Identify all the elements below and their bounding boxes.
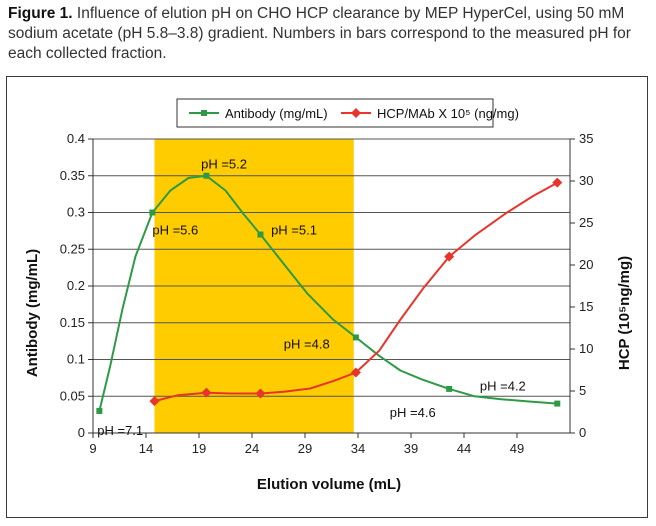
hcp-point <box>149 396 160 407</box>
y-tick-label: 0.25 <box>60 241 85 256</box>
x-tick-label: 9 <box>89 441 96 456</box>
figure-label: Figure 1. <box>8 5 73 22</box>
y-tick-label: 0.2 <box>67 278 85 293</box>
x-tick-label: 14 <box>139 441 153 456</box>
y2-axis-title: HCP (10⁵ng/mg) <box>616 256 633 370</box>
figure-caption: Figure 1. Influence of elution pH on CHO… <box>8 4 648 64</box>
hcp-point <box>444 251 455 262</box>
y-axis-title: Antibody (mg/mL) <box>24 249 41 377</box>
y-tick-label: 0.4 <box>67 131 85 146</box>
legend-hcp-marker <box>351 108 361 118</box>
antibody-point <box>352 334 359 341</box>
series-line-0 <box>98 174 558 412</box>
y-tick-label: 0.15 <box>60 315 85 330</box>
x-tick-label: 29 <box>298 441 312 456</box>
y-tick-label: 0.3 <box>67 205 85 220</box>
figure-caption-text: Influence of elution pH on CHO HCP clear… <box>8 5 631 62</box>
hcp-point <box>201 387 212 398</box>
ph-annotation: pH =5.1 <box>271 223 317 238</box>
y2-tick-label: 20 <box>579 257 593 272</box>
antibody-point <box>257 231 264 238</box>
x-tick-label: 19 <box>192 441 206 456</box>
y2-tick-label: 15 <box>579 299 593 314</box>
x-tick-label: 24 <box>245 441 259 456</box>
chart-svg: 0 0.05 0.1 0.15 0.2 0.25 0.3 0.35 0.4 0 5 10 15 20 25 3… <box>24 98 633 493</box>
legend: Antibody (mg/mL) HCP/MAb X 10⁵ (ng/mg) <box>176 98 519 128</box>
legend-hcp-label: HCP/MAb X 10⁵ (ng/mg) <box>377 106 519 121</box>
series-layer <box>96 172 563 414</box>
ph-annotation: pH =4.2 <box>480 378 526 393</box>
legend-antibody-label: Antibody (mg/mL) <box>225 106 328 121</box>
antibody-point <box>446 385 453 392</box>
x-tick-label: 39 <box>404 441 418 456</box>
y-tick-label: 0.05 <box>60 388 85 403</box>
antibody-point <box>149 209 156 216</box>
legend-antibody-marker <box>201 110 207 116</box>
antibody-point <box>96 407 103 414</box>
y2-tick-label: 25 <box>579 215 593 230</box>
hcp-point <box>255 388 266 399</box>
ph-annotation: pH =4.6 <box>390 405 436 420</box>
ph-annotation: pH =5.6 <box>152 223 198 238</box>
y-tick-label: 0.35 <box>60 168 85 183</box>
ph-annotation: pH =7.1 <box>97 423 143 438</box>
hcp-point <box>350 367 361 378</box>
legend-box <box>176 98 494 128</box>
y2-tick-label: 5 <box>579 383 586 398</box>
y2-tick-label: 10 <box>579 341 593 356</box>
axes: 0 0.05 0.1 0.15 0.2 0.25 0.3 0.35 0.4 0 5 10 15 20 25 3… <box>60 131 594 456</box>
x-tick-label: 34 <box>351 441 365 456</box>
ph-annotation: pH =5.2 <box>201 156 247 171</box>
hcp-point <box>552 177 563 188</box>
antibody-point <box>203 172 210 179</box>
y2-tick-label: 30 <box>579 173 593 188</box>
x-tick-label: 44 <box>457 441 471 456</box>
annotations: pH =7.1 pH =5.6 pH =5.2 pH =5.1 pH =4.8 pH =4… <box>97 156 526 438</box>
x-tick-label: 49 <box>510 441 524 456</box>
x-axis-title: Elution volume (mL) <box>257 476 401 493</box>
y-tick-label: 0 <box>78 425 85 440</box>
y2-tick-label: 35 <box>579 131 593 146</box>
antibody-point <box>554 400 561 407</box>
y-tick-label: 0.1 <box>67 352 85 367</box>
ph-annotation: pH =4.8 <box>284 336 330 351</box>
chart-frame: 0 0.05 0.1 0.15 0.2 0.25 0.3 0.35 0.4 0 5 10 15 20 25 3… <box>6 76 648 518</box>
y2-tick-label: 0 <box>579 425 586 440</box>
